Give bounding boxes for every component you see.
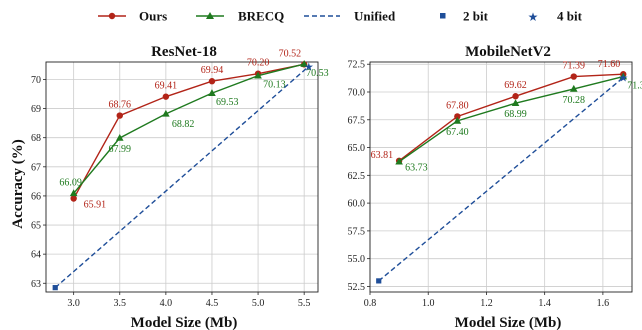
point-ours — [70, 195, 77, 202]
data-label-brecq: 66.09 — [59, 177, 82, 188]
legend-label-unified: Unified — [354, 9, 396, 24]
y-tick-label: 69 — [31, 104, 41, 115]
legend: Ours BRECQ Unified 2 bit ★ 4 bit — [98, 9, 583, 25]
y-tick-label: 66 — [31, 191, 41, 202]
y-tick-label: 70.0 — [348, 88, 366, 99]
data-label-ours: 65.91 — [84, 200, 107, 211]
x-tick-label: 1.2 — [480, 298, 493, 309]
x-tick-label: 3.0 — [67, 298, 80, 309]
marker-2bit — [52, 285, 58, 291]
data-label-brecq: 70.28 — [563, 95, 586, 106]
data-label-ours: 70.20 — [247, 58, 270, 69]
series-line-unified — [54, 65, 310, 289]
x-tick-label: 4.5 — [206, 298, 219, 309]
x-tick-label: 1.0 — [422, 298, 435, 309]
marker-4bit: ★ — [618, 73, 628, 85]
y-tick-label: 52.5 — [348, 282, 366, 293]
y-tick-label: 72.5 — [348, 60, 366, 71]
legend-label-ours: Ours — [139, 9, 167, 24]
x-tick-label: 5.5 — [298, 298, 311, 309]
data-label-ours: 69.41 — [155, 81, 178, 92]
legend-item-2bit: 2 bit — [440, 9, 489, 24]
point-ours — [208, 78, 216, 85]
point-brecq — [619, 72, 628, 80]
legend-label-brecq: BRECQ — [238, 9, 284, 24]
y-tick-label: 65 — [31, 221, 41, 232]
data-label-ours: 69.62 — [504, 80, 527, 91]
point-brecq — [162, 109, 170, 117]
marker-2bit — [376, 278, 382, 284]
data-label-ours: 68.76 — [109, 100, 132, 111]
x-tick-label: 1.4 — [538, 298, 551, 309]
data-label-ours: 71.60 — [598, 59, 621, 70]
point-ours — [570, 73, 577, 80]
point-brecq — [254, 71, 262, 79]
point-ours — [512, 93, 519, 100]
data-label-brecq: 71.39 — [627, 81, 642, 92]
data-label-brecq: 63.73 — [405, 163, 428, 174]
legend-item-ours: Ours — [98, 9, 167, 24]
y-tick-label: 70 — [31, 75, 41, 86]
y-tick-label: 67 — [31, 162, 41, 173]
x-tick-label: 0.8 — [364, 298, 377, 309]
legend-item-unified: Unified — [304, 9, 396, 24]
point-brecq — [453, 116, 462, 124]
point-brecq — [300, 60, 308, 67]
x-tick-label: 4.0 — [160, 298, 173, 309]
plot-title: MobileNetV2 — [465, 44, 551, 60]
y-tick-label: 60.0 — [348, 199, 366, 210]
data-label-brecq: 67.40 — [446, 127, 469, 138]
x-tick-label: 5.0 — [252, 298, 265, 309]
legend-label-2bit: 2 bit — [463, 9, 489, 24]
x-tick-label: 3.5 — [114, 298, 127, 309]
y-tick-label: 65.0 — [348, 143, 366, 154]
data-label-brecq: 69.53 — [216, 97, 239, 108]
plot-frame — [369, 61, 633, 293]
series-line-unified — [378, 77, 624, 282]
data-label-ours: 69.94 — [201, 65, 224, 76]
data-label-brecq: 70.13 — [263, 80, 286, 91]
point-brecq — [569, 84, 578, 92]
data-label-ours: 71.39 — [563, 61, 586, 72]
y-tick-label: 62.5 — [348, 171, 366, 182]
y-tick-label: 68 — [31, 133, 41, 144]
data-label-brecq: 68.99 — [504, 109, 527, 120]
y-tick-label: 63 — [31, 279, 41, 290]
data-label-ours: 63.81 — [371, 150, 394, 161]
y-tick-label: 55.0 — [348, 254, 366, 265]
point-brecq — [115, 133, 124, 141]
legend-label-4bit: 4 bit — [557, 9, 583, 24]
y-tick-label: 57.5 — [348, 226, 366, 237]
y-axis-title: Accuracy (%) — [10, 139, 26, 229]
y-tick-label: 67.5 — [348, 115, 366, 126]
point-ours — [454, 113, 461, 120]
y-tick-label: 64 — [31, 250, 41, 261]
data-label-ours: 67.80 — [446, 100, 469, 111]
plot-title: ResNet-18 — [151, 44, 217, 60]
x-tick-label: 1.6 — [597, 298, 610, 309]
x-axis-title: Model Size (Mb) — [455, 315, 562, 330]
grid — [369, 62, 632, 292]
point-brecq — [69, 189, 78, 197]
marker-4bit: ★ — [304, 61, 314, 73]
plot-resnet18: ResNet-18 Model Size (Mb) Accuracy (%) 3… — [10, 44, 329, 330]
series-line-ours — [73, 63, 305, 199]
legend-item-4bit: ★ 4 bit — [528, 9, 583, 25]
point-ours — [116, 112, 123, 119]
point-brecq — [395, 157, 403, 165]
data-label-ours: 70.52 — [279, 48, 302, 59]
data-label-brecq: 70.53 — [306, 68, 329, 79]
plot-frame — [45, 61, 319, 293]
point-brecq — [208, 89, 216, 96]
data-label-brecq: 68.82 — [172, 119, 195, 130]
data-label-brecq: 67.99 — [109, 144, 132, 155]
series-line-brecq — [73, 63, 305, 194]
plot-mobilenetv2: MobileNetV2 Model Size (Mb) 0.8 1.0 1.2 1.4… — [348, 44, 642, 330]
point-ours — [162, 93, 170, 100]
point-brecq — [511, 99, 520, 107]
x-axis-title: Model Size (Mb) — [131, 315, 238, 330]
legend-item-brecq: BRECQ — [196, 9, 284, 24]
star-marker-icon: ★ — [528, 10, 539, 24]
